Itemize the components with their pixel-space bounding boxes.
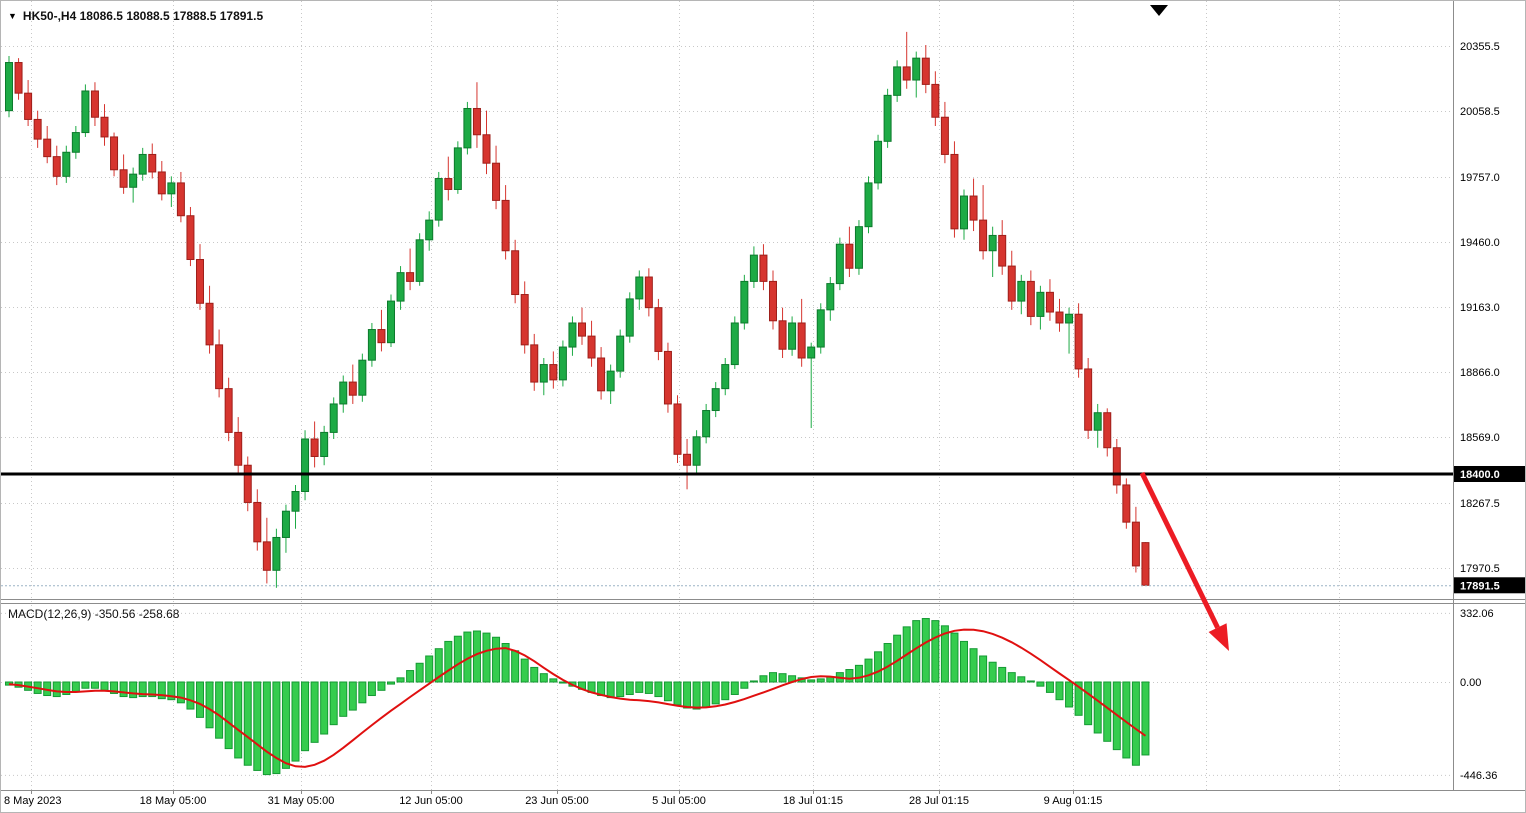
svg-text:18400.0: 18400.0: [1460, 469, 1500, 481]
svg-text:17970.5: 17970.5: [1460, 563, 1500, 575]
svg-text:19757.0: 19757.0: [1460, 172, 1500, 184]
price-axis: 20355.5 20058.5 19757.0 19460.0 19163.0 18866…: [1460, 41, 1500, 575]
svg-text:332.06: 332.06: [1460, 608, 1494, 620]
svg-text:18267.5: 18267.5: [1460, 498, 1500, 510]
svg-text:23 Jun 05:00: 23 Jun 05:00: [525, 795, 589, 807]
svg-text:20058.5: 20058.5: [1460, 106, 1500, 118]
trend-arrow[interactable]: [1139, 471, 1229, 651]
svg-text:12 Jun 05:00: 12 Jun 05:00: [399, 795, 463, 807]
svg-text:18569.0: 18569.0: [1460, 432, 1500, 444]
svg-text:28 Jul 01:15: 28 Jul 01:15: [909, 795, 969, 807]
svg-text:18 Jul 01:15: 18 Jul 01:15: [783, 795, 843, 807]
svg-text:9 Aug 01:15: 9 Aug 01:15: [1044, 795, 1103, 807]
svg-text:20355.5: 20355.5: [1460, 41, 1500, 53]
candles-layer: [5, 31, 1150, 588]
svg-text:18866.0: 18866.0: [1460, 367, 1500, 379]
svg-text:5 Jul 05:00: 5 Jul 05:00: [652, 795, 706, 807]
svg-text:17891.5: 17891.5: [1460, 580, 1500, 592]
symbol-dropdown-icon[interactable]: ▼: [8, 11, 17, 21]
svg-text:18 May 05:00: 18 May 05:00: [140, 795, 207, 807]
panel-borders: [1, 1, 1525, 794]
macd-signal-line: [8, 628, 1147, 768]
svg-text:31 May 05:00: 31 May 05:00: [268, 795, 335, 807]
svg-text:8 May 2023: 8 May 2023: [4, 795, 61, 807]
chart-shift-marker-icon[interactable]: [1150, 5, 1168, 16]
svg-text:0.00: 0.00: [1460, 677, 1481, 689]
price-highlight-boxes: 18400.0 17891.5: [1454, 465, 1525, 594]
svg-text:19460.0: 19460.0: [1460, 237, 1500, 249]
svg-text:-446.36: -446.36: [1460, 770, 1497, 782]
macd-axis: 332.06 0.00 -446.36: [1460, 608, 1497, 782]
svg-text:19163.0: 19163.0: [1460, 302, 1500, 314]
time-axis: 8 May 2023 18 May 05:00 31 May 05:00 12 Jun…: [4, 795, 1102, 807]
